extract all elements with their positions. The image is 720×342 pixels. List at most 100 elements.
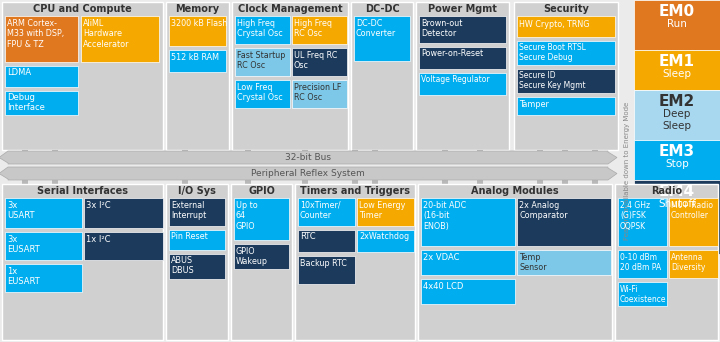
FancyBboxPatch shape (245, 150, 251, 164)
FancyBboxPatch shape (634, 180, 720, 254)
FancyBboxPatch shape (517, 97, 615, 115)
Text: UL Freq RC
Osc: UL Freq RC Osc (294, 51, 338, 70)
FancyBboxPatch shape (235, 16, 290, 44)
FancyBboxPatch shape (22, 150, 28, 164)
Text: External
Interrupt: External Interrupt (171, 201, 206, 220)
Text: CPU and Compute: CPU and Compute (33, 4, 132, 14)
Text: Tamper: Tamper (519, 100, 549, 109)
Text: Peripheral Reflex System: Peripheral Reflex System (251, 169, 365, 178)
Text: Clock Management: Clock Management (238, 4, 342, 14)
FancyBboxPatch shape (592, 172, 598, 186)
FancyBboxPatch shape (419, 47, 506, 69)
FancyBboxPatch shape (592, 150, 598, 164)
Text: 3x
EUSART: 3x EUSART (7, 235, 40, 254)
Text: Feature available down to Energy Mode: Feature available down to Energy Mode (624, 102, 630, 240)
FancyBboxPatch shape (418, 184, 612, 340)
Text: I/O Sys: I/O Sys (178, 186, 216, 196)
FancyBboxPatch shape (537, 172, 543, 186)
Text: Brown-out
Detector: Brown-out Detector (421, 19, 462, 38)
FancyBboxPatch shape (298, 256, 355, 284)
Text: GPIO
Wakeup: GPIO Wakeup (236, 247, 268, 266)
Text: ABUS
DBUS: ABUS DBUS (171, 256, 194, 275)
FancyBboxPatch shape (634, 140, 720, 180)
FancyBboxPatch shape (2, 184, 163, 340)
Text: EM1: EM1 (659, 54, 695, 69)
Text: Timers and Triggers: Timers and Triggers (300, 186, 410, 196)
Text: LDMA: LDMA (7, 68, 31, 77)
FancyBboxPatch shape (517, 250, 611, 275)
Text: M0+ Radio
Controller: M0+ Radio Controller (671, 201, 713, 220)
Text: Run: Run (667, 19, 687, 29)
Text: Power Mgmt: Power Mgmt (428, 4, 497, 14)
Text: Power-on-Reset: Power-on-Reset (421, 49, 483, 58)
FancyBboxPatch shape (372, 150, 378, 164)
FancyBboxPatch shape (416, 2, 509, 150)
Text: Analog Modules: Analog Modules (471, 186, 559, 196)
Text: Fast Startup
RC Osc: Fast Startup RC Osc (237, 51, 285, 70)
FancyBboxPatch shape (182, 172, 188, 186)
FancyBboxPatch shape (292, 80, 347, 108)
FancyBboxPatch shape (634, 0, 720, 50)
Text: ARM Cortex-
M33 with DSP,
FPU & TZ: ARM Cortex- M33 with DSP, FPU & TZ (7, 19, 64, 49)
Text: Secure Boot RTSL
Secure Debug: Secure Boot RTSL Secure Debug (519, 43, 586, 62)
Text: Voltage Regulator: Voltage Regulator (421, 75, 490, 84)
Text: Deep
Sleep: Deep Sleep (662, 109, 691, 131)
FancyBboxPatch shape (372, 172, 378, 186)
Text: DC-DC: DC-DC (364, 4, 400, 14)
FancyBboxPatch shape (295, 184, 415, 340)
FancyBboxPatch shape (231, 184, 292, 340)
Text: 3200 kB Flash: 3200 kB Flash (171, 19, 228, 28)
FancyBboxPatch shape (514, 2, 618, 150)
FancyBboxPatch shape (169, 198, 225, 226)
Text: High Freq
Crystal Osc: High Freq Crystal Osc (237, 19, 283, 38)
Text: Pin Reset: Pin Reset (171, 232, 208, 241)
FancyBboxPatch shape (302, 150, 308, 164)
FancyBboxPatch shape (477, 172, 483, 186)
FancyBboxPatch shape (634, 90, 720, 140)
Text: Secure ID
Secure Key Mgmt: Secure ID Secure Key Mgmt (519, 71, 585, 90)
FancyBboxPatch shape (669, 250, 718, 278)
Text: Low Energy
Timer: Low Energy Timer (359, 201, 405, 220)
Text: AIiML
Hardware
Accelerator: AIiML Hardware Accelerator (83, 19, 130, 49)
Text: Debug
Interface: Debug Interface (7, 93, 45, 113)
Text: 2.4 GHz
(G)FSK
OQPSK: 2.4 GHz (G)FSK OQPSK (620, 201, 650, 231)
FancyBboxPatch shape (5, 264, 82, 292)
FancyBboxPatch shape (298, 198, 355, 226)
Text: Radio: Radio (651, 186, 682, 196)
FancyBboxPatch shape (235, 80, 290, 108)
FancyBboxPatch shape (442, 150, 448, 164)
Text: Low Freq
Crystal Osc: Low Freq Crystal Osc (237, 83, 283, 102)
Text: 0-10 dBm
20 dBm PA: 0-10 dBm 20 dBm PA (620, 253, 661, 272)
Text: Temp
Sensor: Temp Sensor (519, 253, 546, 272)
FancyBboxPatch shape (5, 16, 78, 62)
FancyBboxPatch shape (169, 254, 225, 279)
FancyBboxPatch shape (52, 172, 58, 186)
FancyBboxPatch shape (618, 282, 667, 306)
Text: HW Crypto, TRNG: HW Crypto, TRNG (519, 20, 590, 29)
FancyBboxPatch shape (182, 150, 188, 164)
Text: EM4: EM4 (659, 184, 695, 199)
FancyBboxPatch shape (5, 232, 82, 260)
FancyBboxPatch shape (517, 41, 615, 65)
Text: 10xTimer/
Counter: 10xTimer/ Counter (300, 201, 341, 220)
Text: 2xWatchdog: 2xWatchdog (359, 232, 409, 241)
FancyBboxPatch shape (232, 2, 348, 150)
Text: Antenna
Diversity: Antenna Diversity (671, 253, 706, 272)
FancyBboxPatch shape (421, 279, 515, 304)
FancyBboxPatch shape (419, 73, 506, 95)
FancyBboxPatch shape (562, 150, 568, 164)
FancyBboxPatch shape (477, 150, 483, 164)
Text: 3x
USART: 3x USART (7, 201, 35, 220)
FancyBboxPatch shape (517, 16, 615, 37)
Polygon shape (0, 167, 617, 180)
Text: EM0: EM0 (659, 4, 695, 19)
Text: GPIO: GPIO (248, 186, 275, 196)
Text: 20-bit ADC
(16-bit
ENOB): 20-bit ADC (16-bit ENOB) (423, 201, 467, 231)
FancyBboxPatch shape (634, 50, 720, 90)
FancyBboxPatch shape (421, 198, 515, 246)
FancyBboxPatch shape (352, 150, 358, 164)
FancyBboxPatch shape (292, 48, 347, 76)
FancyBboxPatch shape (351, 2, 413, 150)
Text: Memory: Memory (176, 4, 220, 14)
Text: High Freq
RC Osc: High Freq RC Osc (294, 19, 332, 38)
